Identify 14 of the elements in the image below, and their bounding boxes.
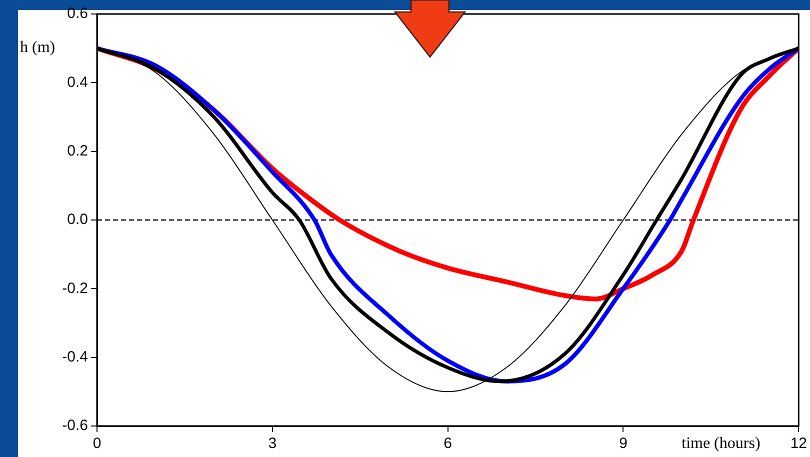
x-tick-label: 12 bbox=[790, 435, 807, 452]
y-tick-label: 0.6 bbox=[67, 5, 88, 22]
y-axis-title: h (m) bbox=[20, 39, 56, 56]
y-tick-label: -0.2 bbox=[62, 280, 88, 297]
x-tick-label: 0 bbox=[92, 435, 102, 452]
y-tick-label: -0.4 bbox=[62, 348, 88, 366]
y-tick-label: 0.4 bbox=[67, 74, 88, 91]
y-tick-label: -0.6 bbox=[62, 417, 88, 434]
y-tick-label: 0.2 bbox=[67, 142, 88, 160]
x-tick-label: 9 bbox=[619, 435, 628, 452]
x-axis-title: time (hours) bbox=[682, 435, 760, 452]
x-tick-label: 6 bbox=[444, 435, 452, 452]
y-tick-label: 0.0 bbox=[67, 211, 88, 228]
x-tick-label: 3 bbox=[268, 435, 277, 452]
